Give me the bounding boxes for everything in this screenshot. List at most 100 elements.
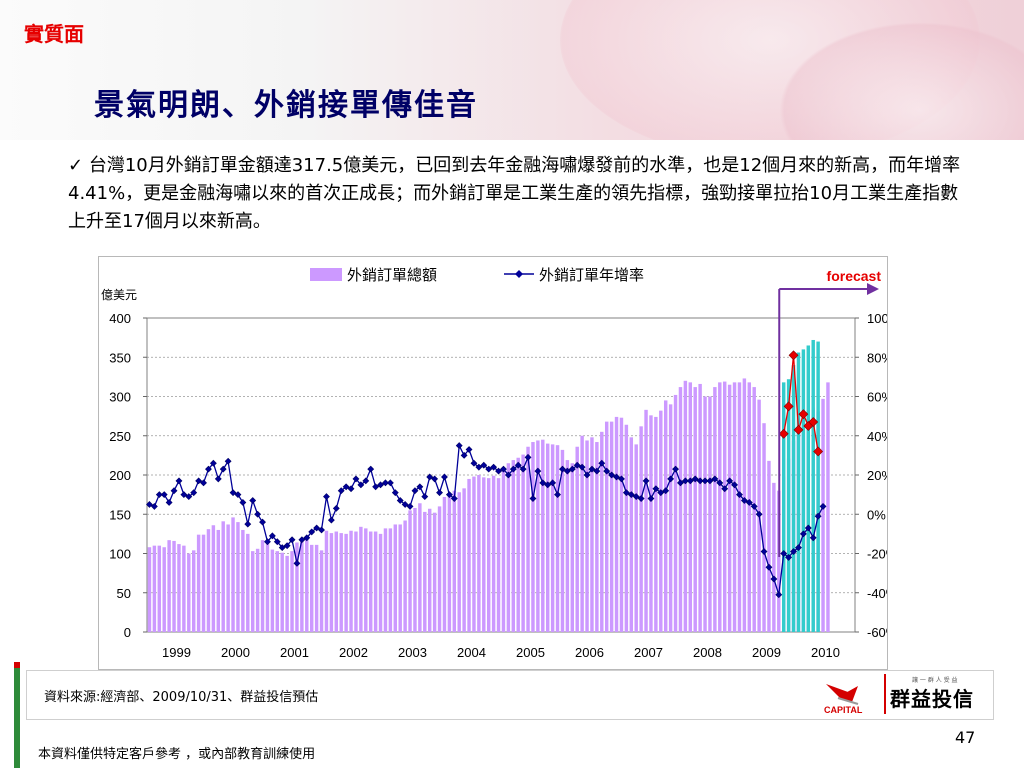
orders-bar xyxy=(698,383,702,632)
orders-bar xyxy=(713,387,717,632)
growth-marker xyxy=(657,489,665,497)
orders-bar xyxy=(442,496,447,632)
growth-marker xyxy=(367,465,375,473)
orders-bar xyxy=(649,415,653,632)
growth-marker xyxy=(401,501,409,508)
orders-bar xyxy=(550,444,555,632)
orders-bar xyxy=(373,531,378,632)
growth-marker xyxy=(475,463,483,471)
orders-bar xyxy=(467,478,471,632)
growth-marker xyxy=(795,544,802,552)
orders-bar xyxy=(413,507,417,632)
logo-capital-text: CAPITAL xyxy=(824,705,863,715)
x-tick-label: 2006 xyxy=(575,645,604,660)
orders-bar xyxy=(427,508,432,632)
orders-bar xyxy=(668,404,673,632)
growth-marker xyxy=(755,510,763,518)
growth-marker xyxy=(780,550,788,557)
orders-bar xyxy=(482,477,486,632)
orders-bar xyxy=(275,551,280,632)
orders-bar xyxy=(541,439,545,632)
orders-bar xyxy=(187,553,191,632)
left-axis-unit: 億美元 xyxy=(101,288,137,302)
growth-marker xyxy=(278,544,286,552)
orders-bar xyxy=(590,437,594,632)
growth-marker xyxy=(696,477,704,485)
orders-bar xyxy=(614,416,619,632)
orders-bar xyxy=(472,476,476,632)
growth-marker xyxy=(691,475,699,483)
forecast-marker xyxy=(793,424,804,435)
x-tick-label: 2009 xyxy=(752,645,781,660)
growth-marker xyxy=(342,483,350,491)
orders-bar xyxy=(619,417,624,632)
x-tick-label: 2007 xyxy=(634,645,663,660)
growth-marker xyxy=(677,479,684,487)
orders-bar xyxy=(260,540,265,632)
right-tick-label: -40% xyxy=(867,586,887,601)
orders-bar xyxy=(167,540,171,632)
growth-marker xyxy=(150,502,158,510)
growth-marker xyxy=(249,497,257,504)
chart-frame: 400 350 300 250 200 150 100 50 0 100% 80% 60% 40% 20%… xyxy=(98,256,888,670)
left-tick-label: 400 xyxy=(109,311,131,326)
growth-marker xyxy=(460,451,468,459)
orders-bar xyxy=(777,490,781,632)
forecast-bar xyxy=(781,382,786,632)
orders-bar xyxy=(654,416,658,632)
orders-bar xyxy=(309,544,314,632)
growth-marker xyxy=(450,495,458,502)
growth-marker xyxy=(672,465,679,473)
orders-bar xyxy=(246,533,250,632)
orders-bar xyxy=(408,510,412,632)
right-tick-label: 20% xyxy=(867,468,887,483)
orders-bar xyxy=(314,544,319,632)
growth-marker xyxy=(731,481,738,489)
orders-bar xyxy=(265,543,270,632)
growth-marker xyxy=(627,491,635,499)
x-tick-label: 2008 xyxy=(693,645,722,660)
x-tick-label: 1999 xyxy=(162,645,191,660)
orders-bar xyxy=(221,521,225,632)
x-tick-label: 2002 xyxy=(339,645,368,660)
x-tick-label: 2004 xyxy=(457,645,486,660)
left-tick-label: 100 xyxy=(109,547,131,562)
growth-marker xyxy=(180,491,188,499)
growth-marker xyxy=(608,471,616,479)
data-source: 資料來源:經濟部、2009/10/31、群益投信預估 xyxy=(44,690,319,705)
orders-bar xyxy=(305,539,309,632)
growth-marker xyxy=(809,534,817,542)
forecast-arrowhead-icon xyxy=(867,283,879,295)
growth-marker xyxy=(490,463,498,471)
orders-bar xyxy=(688,382,693,632)
orders-bar xyxy=(368,531,373,632)
growth-marker xyxy=(539,479,547,487)
logo-bird-icon xyxy=(826,684,858,702)
growth-marker xyxy=(234,491,242,499)
orders-bar xyxy=(334,531,339,632)
growth-marker xyxy=(426,473,434,481)
orders-bar xyxy=(536,440,540,632)
orders-bar xyxy=(393,524,398,632)
growth-marker xyxy=(583,471,591,479)
orders-bar xyxy=(491,475,496,632)
growth-marker xyxy=(618,475,625,483)
growth-marker xyxy=(534,467,542,475)
orders-bar xyxy=(531,442,535,632)
orders-bar xyxy=(250,551,255,632)
orders-bar xyxy=(324,530,329,632)
growth-marker xyxy=(357,481,365,489)
growth-marker xyxy=(455,442,463,449)
growth-marker xyxy=(283,542,291,550)
growth-marker xyxy=(362,477,370,485)
growth-marker xyxy=(804,524,812,532)
growth-marker xyxy=(765,563,773,571)
orders-bar xyxy=(673,394,678,632)
growth-marker xyxy=(495,467,502,475)
export-orders-chart: 400 350 300 250 200 150 100 50 0 100% 80% 60% 40% 20%… xyxy=(101,266,887,660)
banner-decoration xyxy=(560,0,980,140)
orders-bar xyxy=(152,545,157,632)
orders-bar xyxy=(329,533,334,632)
orders-bar xyxy=(364,528,368,632)
orders-bar xyxy=(432,512,437,632)
